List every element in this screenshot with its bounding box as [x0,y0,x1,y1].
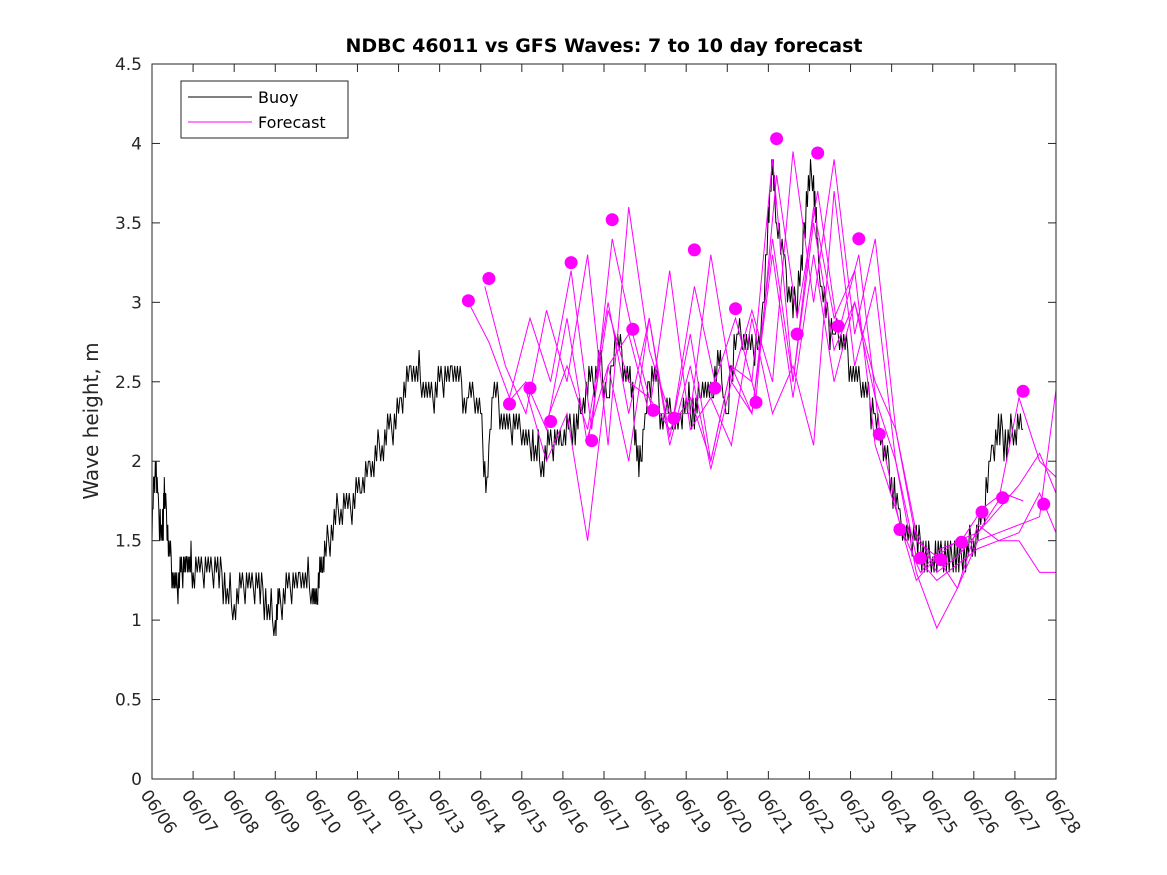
y-axis-label: Wave height, m [79,342,103,499]
forecast-point [523,381,537,395]
forecast-run-line-6 [587,222,1057,558]
forecast-point [482,272,496,285]
y-tick-label: 4 [131,134,142,154]
y-tick-label: 4.5 [115,55,142,75]
legend: Buoy Forecast [180,80,349,139]
chart-title: NDBC 46011 vs GFS Waves: 7 to 10 day for… [345,35,862,57]
y-tick-label: 0.5 [115,691,142,711]
y-tick-label: 1.5 [115,532,142,552]
forecast-point [564,256,578,270]
plot-area [152,64,1056,779]
legend-buoy-label: Buoy [258,88,298,107]
forecast-point [626,322,640,336]
forecast-point [996,491,1010,505]
forecast-point [770,132,784,146]
forecast-point [503,397,516,411]
forecast-point [872,427,886,441]
y-tick-label: 0 [131,770,142,790]
forecast-point [790,327,804,341]
forecast-point [729,302,742,316]
forecast-run-line-5 [546,254,1057,582]
forecast-point [893,523,907,536]
forecast-point [749,395,763,409]
forecast-point [852,232,866,246]
forecast-point [934,553,948,567]
forecast-point [646,403,660,417]
forecast-point [461,294,475,308]
legend-forecast-label: Forecast [258,113,326,132]
forecast-point [831,319,845,333]
y-tick-label: 2.5 [115,373,142,393]
forecast-point [913,551,927,565]
forecast-point [687,243,701,257]
series-layer [151,132,1057,637]
forecast-point [975,505,989,519]
forecast-run-line-2 [484,151,1057,574]
y-tick-label: 1 [131,611,142,631]
forecast-point [811,146,825,160]
forecast-run-line-4 [525,191,1057,630]
y-tick-label: 3 [131,293,142,313]
forecast-point [544,415,558,428]
y-tick-label: 3.5 [115,214,142,234]
forecast-point [667,411,681,425]
forecast-point [585,434,599,448]
forecast-point [1037,497,1051,511]
forecast-point [708,381,722,395]
forecast-point [955,535,968,549]
y-tick-label: 2 [131,452,142,472]
forecast-point [1016,384,1030,398]
buoy-series-line [151,159,1024,637]
forecast-point [605,213,619,227]
legend-box [180,80,349,139]
